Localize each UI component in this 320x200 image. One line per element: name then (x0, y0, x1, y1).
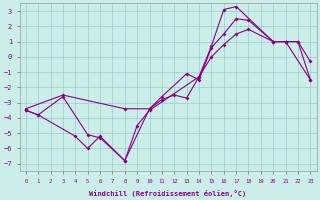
X-axis label: Windchill (Refroidissement éolien,°C): Windchill (Refroidissement éolien,°C) (90, 190, 247, 197)
